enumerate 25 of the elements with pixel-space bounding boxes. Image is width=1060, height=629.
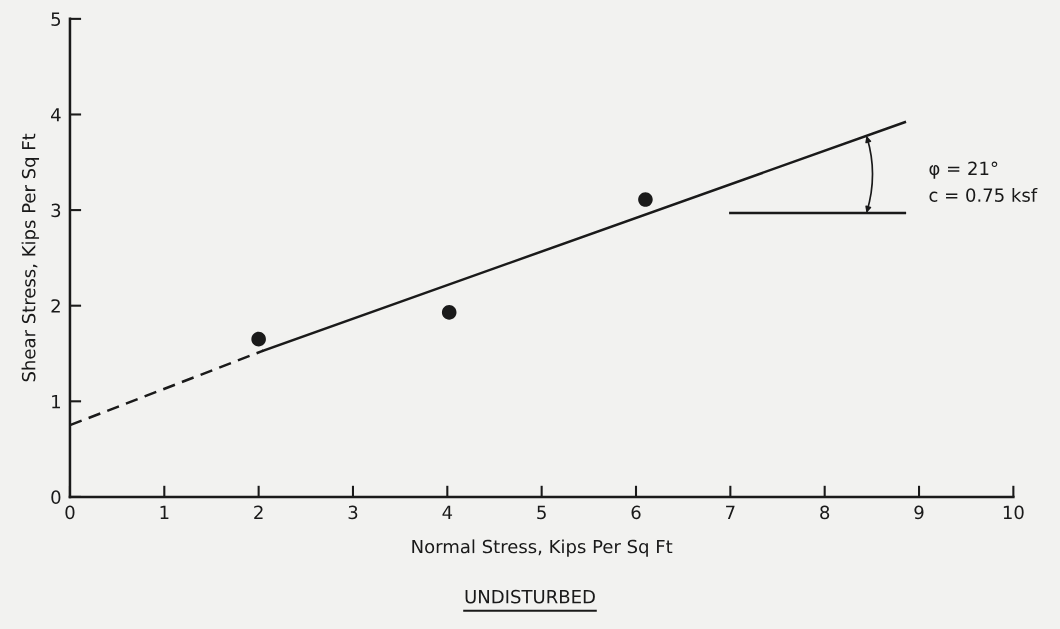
x-tick-label: 6 <box>631 505 641 520</box>
x-tick-label: 0 <box>65 505 75 520</box>
x-tick-label: 5 <box>537 505 546 520</box>
text: UNDISTURBED <box>465 589 595 604</box>
x-tick-label: 3 <box>348 505 358 520</box>
y-tick-label: 4 <box>51 108 61 122</box>
x-tick-label: 8 <box>820 505 830 520</box>
point <box>638 192 653 207</box>
point <box>251 331 266 347</box>
x-axis-title: Normal Stress, Kips Per Sq Ft <box>412 539 673 557</box>
x-tick-label: 10 <box>1003 505 1024 520</box>
y-tick-label: 3 <box>51 203 61 218</box>
y-axis-title: Shear Stress, Kips Per Sq Ft <box>21 133 40 382</box>
x-tick-label: 1 <box>160 505 169 519</box>
y-tick-label: 1 <box>52 395 60 409</box>
x-tick-label: 7 <box>726 505 735 519</box>
annotation: φ = 21° <box>929 161 998 179</box>
y-tick-label: 2 <box>51 299 60 313</box>
annotation: c = 0.75 ksf <box>929 187 1038 202</box>
y-tick-label: 0 <box>51 490 61 505</box>
x-tick-label: 2 <box>254 505 263 519</box>
x-tick-label: 9 <box>914 505 924 520</box>
y-tick-label: 5 <box>51 12 61 26</box>
point <box>441 305 457 320</box>
x-tick-label: 4 <box>442 505 453 519</box>
